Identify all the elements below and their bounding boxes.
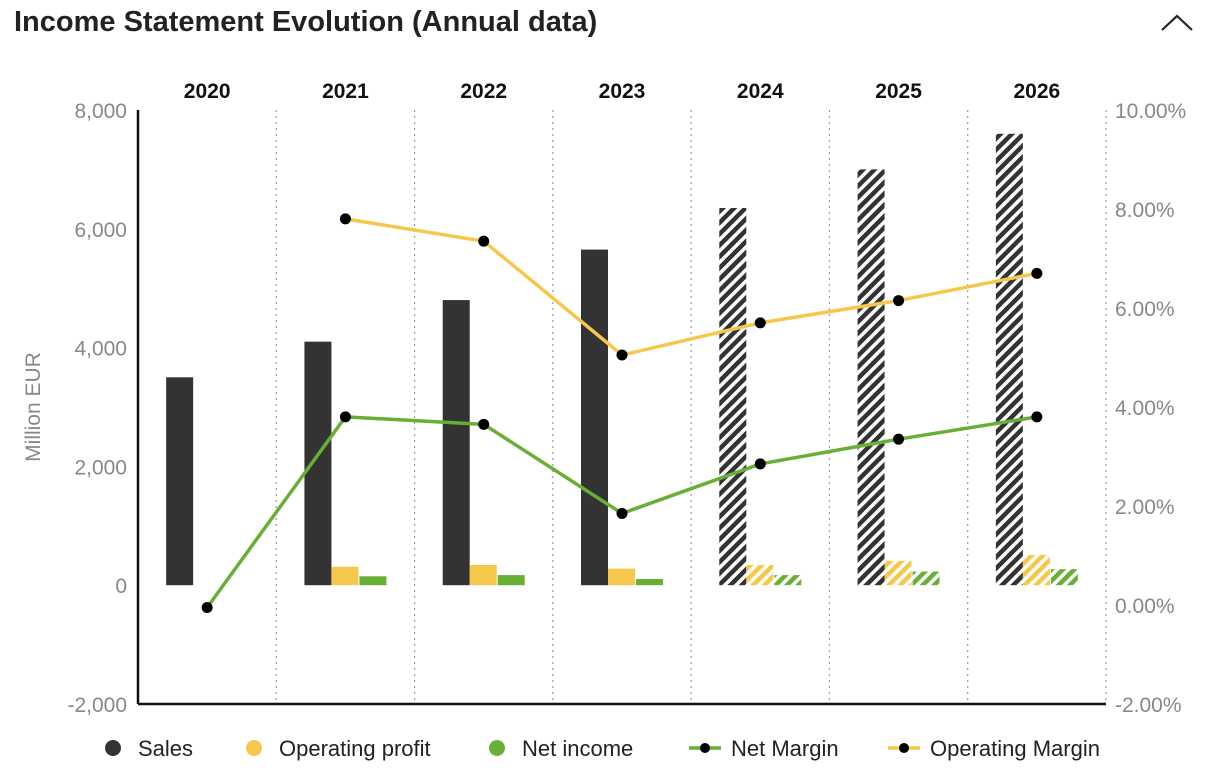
point-net-margin[interactable] (478, 418, 490, 430)
category-label: 2022 (460, 80, 507, 103)
bar-operating-profit-2024[interactable] (746, 565, 774, 586)
legend-marker (700, 743, 710, 753)
y-tick-label: 2,000 (74, 456, 127, 479)
bar-sales-2020[interactable] (166, 377, 194, 586)
bar-sales-2026[interactable] (995, 133, 1023, 586)
legend-label: Net Margin (731, 736, 839, 761)
point-operating-margin[interactable] (616, 349, 628, 361)
y2-tick-label: 2.00% (1115, 496, 1175, 519)
category-label: 2021 (322, 80, 369, 103)
bar-operating-profit-2026[interactable] (1022, 554, 1050, 586)
bar-operating-profit-2022[interactable] (469, 565, 497, 586)
bar-sales-2022[interactable] (442, 300, 470, 586)
point-net-margin[interactable] (201, 601, 213, 613)
legend-label: Operating Margin (930, 736, 1100, 761)
bar-net-income-2021[interactable] (359, 576, 387, 586)
y-tick-label: 0 (115, 575, 127, 598)
bar-sales-2025[interactable] (857, 169, 885, 586)
category-label: 2020 (184, 80, 231, 103)
legend-label: Net income (522, 736, 633, 761)
point-operating-margin[interactable] (754, 317, 766, 329)
legend-item-net-income[interactable]: Net income (489, 736, 633, 761)
point-operating-margin[interactable] (478, 235, 490, 247)
y2-tick-label: 6.00% (1115, 298, 1175, 321)
legend-item-net-margin[interactable]: Net Margin (689, 736, 839, 761)
y2-tick-label: 8.00% (1115, 199, 1175, 222)
y-tick-label: 6,000 (74, 219, 127, 242)
y2-tick-label: 0.00% (1115, 595, 1175, 618)
chevron-up-icon[interactable] (1160, 8, 1194, 38)
point-net-margin[interactable] (754, 458, 766, 470)
legend-label: Operating profit (279, 736, 431, 761)
legend-marker (246, 740, 262, 756)
y-tick-label: -2,000 (67, 694, 127, 717)
bar-net-income-2024[interactable] (774, 575, 802, 586)
y-tick-label: 8,000 (74, 100, 127, 123)
bar-operating-profit-2023[interactable] (608, 568, 635, 586)
point-net-margin[interactable] (339, 411, 351, 423)
legend-item-sales[interactable]: Sales (105, 736, 193, 761)
bar-net-income-2026[interactable] (1050, 569, 1078, 586)
category-label: 2024 (737, 80, 784, 103)
bar-operating-profit-2025[interactable] (884, 560, 912, 586)
y2-tick-label: 4.00% (1115, 397, 1175, 420)
bar-sales-2024[interactable] (719, 208, 747, 586)
bar-net-income-2022[interactable] (497, 575, 525, 586)
category-label: 2023 (599, 80, 646, 103)
point-net-margin[interactable] (1031, 411, 1043, 423)
category-label: 2025 (875, 80, 922, 103)
line-operating-margin (345, 217, 1038, 357)
y2-tick-label: 10.00% (1115, 100, 1186, 123)
point-operating-margin[interactable] (339, 213, 351, 225)
point-net-margin[interactable] (616, 507, 628, 519)
legend-item-operating-profit[interactable]: Operating profit (246, 736, 431, 761)
bar-operating-profit-2021[interactable] (331, 566, 359, 586)
category-label: 2026 (1013, 80, 1060, 103)
y-axis-label: Million EUR (22, 352, 45, 462)
point-operating-margin[interactable] (893, 295, 905, 307)
legend-marker (489, 740, 505, 756)
bar-net-income-2025[interactable] (912, 571, 940, 586)
chart-title: Income Statement Evolution (Annual data) (14, 6, 598, 38)
bar-sales-2023[interactable] (581, 249, 608, 586)
point-operating-margin[interactable] (1031, 267, 1043, 279)
bar-sales-2021[interactable] (304, 341, 332, 586)
legend-marker (105, 740, 121, 756)
y-tick-label: 4,000 (74, 338, 127, 361)
legend-marker (899, 743, 909, 753)
point-net-margin[interactable] (893, 433, 905, 445)
legend-label: Sales (138, 736, 193, 761)
y2-tick-label: -2.00% (1115, 694, 1182, 717)
legend-item-operating-margin[interactable]: Operating Margin (888, 736, 1100, 761)
bar-net-income-2023[interactable] (636, 578, 663, 586)
